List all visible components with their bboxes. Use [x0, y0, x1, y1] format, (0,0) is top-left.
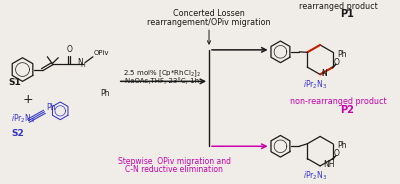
Text: NaOAc,THF, 23°C, 1h: NaOAc,THF, 23°C, 1h — [125, 77, 200, 84]
Text: $i$Pr$_2$N$_3$: $i$Pr$_2$N$_3$ — [303, 169, 327, 182]
Text: N: N — [77, 58, 83, 67]
Text: O: O — [334, 149, 340, 158]
Text: 2.5 mol% [Cp*RhCl$_2$]$_2$: 2.5 mol% [Cp*RhCl$_2$]$_2$ — [124, 68, 201, 79]
Text: S2: S2 — [11, 129, 24, 138]
Text: NH: NH — [323, 160, 334, 169]
Text: +: + — [22, 93, 33, 106]
Text: P1: P1 — [340, 9, 354, 20]
Text: H: H — [81, 63, 86, 68]
Text: Stepwise  OPiv migration and: Stepwise OPiv migration and — [118, 157, 231, 166]
Text: $i$Pr$_2$N$_3$: $i$Pr$_2$N$_3$ — [303, 78, 327, 91]
Text: $i$Pr$_2$N$_3$: $i$Pr$_2$N$_3$ — [11, 112, 35, 125]
Text: non-rearranged product: non-rearranged product — [290, 97, 386, 105]
Text: H: H — [322, 71, 327, 77]
Text: C-N reductive elimination: C-N reductive elimination — [125, 165, 223, 174]
Text: Ph: Ph — [46, 103, 56, 112]
Text: N: N — [321, 69, 327, 78]
Text: P2: P2 — [340, 105, 354, 115]
Text: Concerted Lossen: Concerted Lossen — [173, 9, 245, 18]
Text: O: O — [66, 45, 72, 54]
Text: rearrangement/OPiv migration: rearrangement/OPiv migration — [147, 18, 271, 27]
Text: OPiv: OPiv — [94, 50, 110, 56]
Text: O: O — [334, 58, 340, 67]
Text: S1: S1 — [8, 78, 21, 87]
Text: Ph: Ph — [100, 89, 110, 98]
Text: Ph: Ph — [337, 141, 346, 150]
Text: rearranged product: rearranged product — [298, 2, 377, 11]
Text: Ph: Ph — [337, 50, 346, 59]
